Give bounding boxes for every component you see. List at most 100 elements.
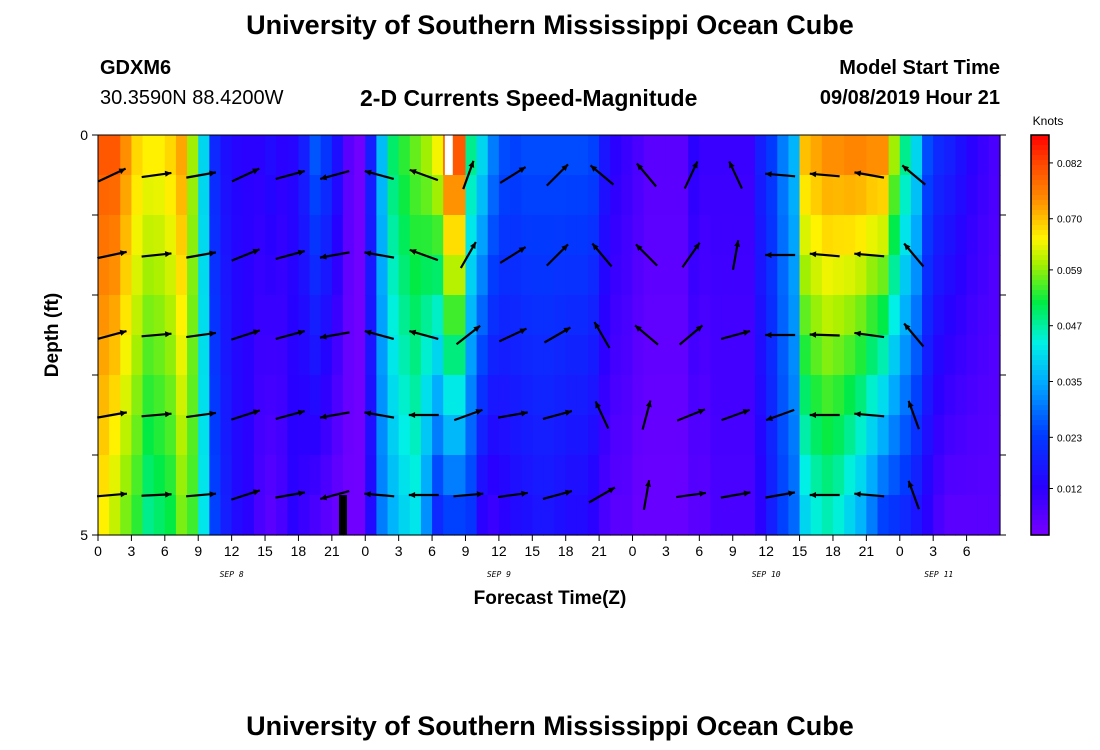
heatmap-cell xyxy=(643,495,656,536)
current-vector xyxy=(319,411,350,420)
heatmap-cell xyxy=(621,335,634,376)
y-axis: 05 xyxy=(80,127,1006,543)
heatmap-cell xyxy=(175,215,188,256)
heatmap-cell xyxy=(977,295,990,336)
heatmap-cell xyxy=(788,295,801,336)
heatmap-cell xyxy=(242,175,255,216)
colorbar-segment xyxy=(1031,465,1049,471)
heatmap-cell xyxy=(554,135,567,176)
heatmap-cell xyxy=(743,415,756,456)
heatmap-cell xyxy=(298,495,311,536)
heatmap-cell xyxy=(699,495,712,536)
x-tick-label: 18 xyxy=(291,543,307,559)
heatmap-cell xyxy=(844,455,856,496)
heatmap-cell xyxy=(665,375,678,416)
heatmap-cell xyxy=(688,495,700,536)
heatmap-cell xyxy=(788,495,801,536)
heatmap-cell xyxy=(576,255,589,296)
heatmap-cell xyxy=(821,255,834,296)
heatmap-cell xyxy=(120,135,133,176)
heatmap-cell xyxy=(777,375,790,416)
heatmap-cell xyxy=(409,415,422,456)
heatmap-cell xyxy=(565,135,578,176)
heatmap-cell xyxy=(287,455,300,496)
x-tick-label: 21 xyxy=(859,543,875,559)
heatmap-cell xyxy=(532,455,545,496)
current-vector xyxy=(141,251,172,258)
date-label: SEP 11 xyxy=(924,570,953,579)
current-vector xyxy=(275,169,305,180)
heatmap-cell xyxy=(109,375,121,416)
x-tick-label: 9 xyxy=(729,543,737,559)
heatmap-cell xyxy=(242,415,255,456)
current-vector xyxy=(903,322,925,348)
heatmap-cell xyxy=(554,335,567,376)
colorbar-segment xyxy=(1031,310,1049,316)
heatmap-cell xyxy=(810,135,823,176)
x-tick-label: 0 xyxy=(629,543,637,559)
heatmap-cell xyxy=(855,335,867,376)
current-vector xyxy=(676,408,706,422)
heatmap-cell xyxy=(888,295,901,336)
heatmap-cell xyxy=(131,495,144,536)
heatmap-cell xyxy=(576,415,589,456)
heatmap-cell xyxy=(465,455,478,496)
heatmap-cell xyxy=(209,215,222,256)
heatmap-cell xyxy=(888,335,901,376)
current-vector xyxy=(231,167,260,183)
heatmap-cell xyxy=(922,415,934,456)
heatmap-cell xyxy=(164,375,177,416)
x-tick-label: 15 xyxy=(792,543,808,559)
heatmap-cell xyxy=(231,135,244,176)
colorbar-segment xyxy=(1031,430,1049,436)
current-vector xyxy=(186,170,217,179)
heatmap-cell xyxy=(665,415,678,456)
heatmap-cell xyxy=(554,255,567,296)
heatmap-cell xyxy=(409,295,422,336)
heatmap-cell xyxy=(142,455,155,496)
heatmap-cell xyxy=(376,135,389,176)
heatmap-cell xyxy=(565,295,578,336)
heatmap-cell xyxy=(832,415,845,456)
heatmap-cell xyxy=(220,495,233,536)
heatmap-cell xyxy=(610,175,622,216)
heatmap-cell xyxy=(454,495,467,536)
heatmap-cell xyxy=(910,295,923,336)
current-vector xyxy=(97,167,127,183)
current-vector xyxy=(635,243,658,267)
heatmap-cell xyxy=(677,335,689,376)
heatmap-cell xyxy=(944,375,957,416)
heatmap-cell xyxy=(743,175,756,216)
heatmap-cell xyxy=(398,295,411,336)
heatmap-cell xyxy=(98,495,110,536)
heatmap-cell xyxy=(821,135,834,176)
heatmap-cell xyxy=(398,255,411,296)
x-tick-label: 0 xyxy=(896,543,904,559)
heatmap-cell xyxy=(109,415,121,456)
heatmap-cell xyxy=(832,135,845,176)
heatmap-cell xyxy=(755,135,767,176)
heatmap-cell xyxy=(988,335,1001,376)
heatmap-cell xyxy=(699,175,712,216)
heatmap-cell xyxy=(810,415,823,456)
current-vector xyxy=(497,490,528,499)
heatmap-cell xyxy=(387,175,400,216)
heatmap-cell xyxy=(799,215,812,256)
heatmap-cell xyxy=(576,175,589,216)
heatmap-cell xyxy=(844,215,856,256)
colorbar-segment xyxy=(1031,205,1049,211)
heatmap-cell xyxy=(521,375,533,416)
heatmap-cell xyxy=(955,335,968,376)
heatmap-cell xyxy=(810,295,823,336)
heatmap-cell xyxy=(354,335,366,376)
heatmap-cell xyxy=(821,295,834,336)
current-vector xyxy=(408,491,439,499)
heatmap-cell xyxy=(365,495,377,536)
heatmap-cell xyxy=(554,455,567,496)
heatmap-cell xyxy=(376,415,389,456)
heatmap-cell xyxy=(354,215,366,256)
heatmap-cell xyxy=(187,215,199,256)
heatmap-cell xyxy=(387,455,400,496)
heatmap-cell xyxy=(109,175,121,216)
current-vector xyxy=(809,331,840,338)
